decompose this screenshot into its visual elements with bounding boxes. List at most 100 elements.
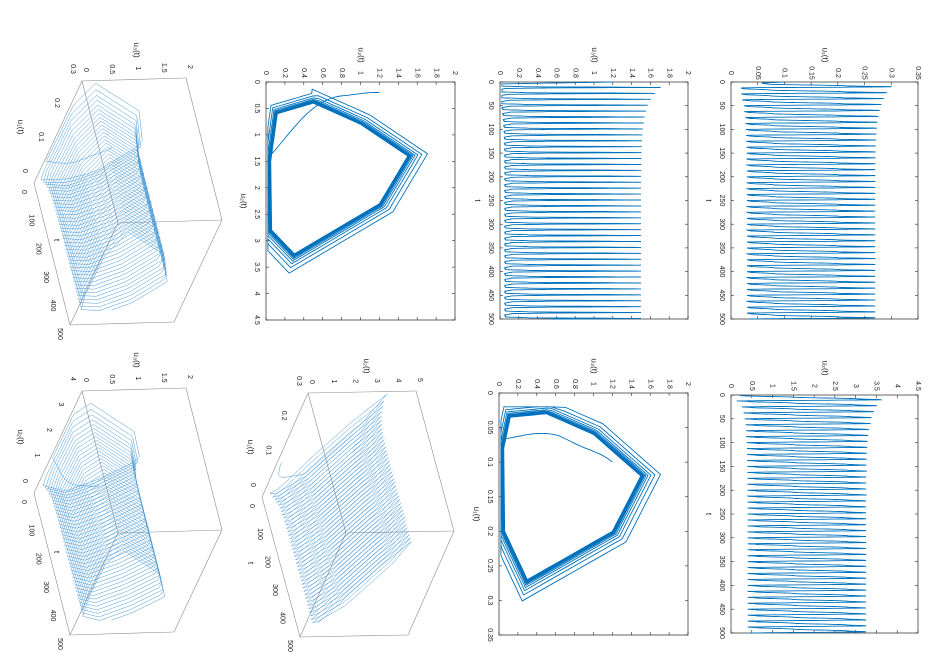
box-edge [69,631,175,636]
box-edge [307,392,347,534]
x-tick-label: 2.5 [253,209,260,219]
y-tick-label: 1.6 [646,379,653,389]
chart-u2_t: 0 0.5 1 1.5 2 2.5 3 3.5 4 4.5 0 50 100 150 200 250 300 35… [704,360,921,638]
x-tick-label: 3.5 [253,262,260,272]
y-tick-label: 1.4 [627,379,634,389]
y-tick-label: 0.25 [861,66,868,80]
x-tick-label: 500 [718,313,725,325]
chart-u1_u3_phase: 0 0.2 0.4 0.6 0.8 1 1.2 1.4 1.6 1.8 2 0 0.05 0.1 0.15 0… [472,358,691,642]
x-tick-label: 0.5 [253,104,260,114]
t-axis-label: t [246,562,255,565]
a-tick-label: 0.2 [53,98,60,108]
y-tick-label: 1.8 [665,68,672,78]
t-axis-label: t [52,551,61,554]
box-edge [261,496,301,638]
series-line-3d [269,393,412,624]
b-axis-label: u₂(t) [362,358,371,373]
x-tick-label: 250 [718,508,725,520]
x-tick-label: 2 [253,186,260,190]
y-tick-label: 0 [727,384,734,388]
y-tick-label: 2 [684,71,691,75]
b-tick-label: 1.5 [160,63,167,73]
chart-t_u1_u2_3d: 0 100 200 300 400 500 0 0.1 0.2 0.3 0 1 2 3 4 5 t u₁(t) u₂… [246,358,455,652]
t-tick-label: 100 [27,215,34,227]
y-tick-label: 0.4 [533,379,540,389]
t-tick-label: 400 [49,300,56,312]
x-tick-label: 300 [718,218,725,230]
t-tick-label: 0 [20,190,27,194]
x-tick-label: 400 [718,580,725,592]
x-tick-label: 0.3 [486,596,493,606]
y-tick-label: 1.8 [432,68,439,78]
x-tick-label: 300 [487,218,494,230]
chart-u3_t: 0 0.2 0.4 0.6 0.8 1 1.2 1.4 1.6 1.8 2 0 50 100 150 200 2… [473,47,691,325]
x-tick-label: 0 [487,80,494,84]
t-tick-label: 500 [56,638,63,650]
series-line [736,394,883,634]
chart-t_u1_u3_3d: 0 100 200 300 400 500 0 0.1 0.2 0.3 0 0.5 1 1.5 2 t u₁(t… [16,42,223,340]
b-tick-label: 5 [416,378,423,382]
b-tick-label: 1 [134,67,141,71]
x-tick-label: 0.2 [486,526,493,536]
box-edge [33,182,71,326]
x-tick-label: 0.05 [486,421,493,435]
y-tick-label: 1 [590,71,597,75]
x-tick-label: 450 [718,603,725,615]
y-axis-label: u₃(t) [590,47,599,63]
t-tick-label: 500 [286,640,293,652]
series-line [501,81,661,320]
a-axis-label: u₁(t) [16,120,25,135]
t-tick-label: 200 [35,243,42,255]
y-tick-label: 0.6 [552,379,559,389]
b-tick-label: 0 [308,380,315,384]
x-tick-label: 1.5 [253,156,260,166]
b-axis-label: u₃(t) [132,42,141,58]
chart-u2_u3_phase: 0 0.2 0.4 0.6 0.8 1 1.2 1.4 1.6 1.8 2 0 0.5 1 1.5 2 2.5 3… [239,47,458,325]
a-axis-label: u₁(t) [246,440,255,455]
t-tick-label: 500 [56,328,63,340]
y-tick-label: 1.4 [628,68,635,78]
y-tick-label: 2 [684,382,691,386]
box-edge [407,530,455,636]
x-axis-label: u₁(t) [472,507,481,522]
y-tick-label: 1 [769,384,776,388]
x-tick-label: 0 [253,80,260,84]
series-line [500,406,662,602]
t-axis-label: t [52,239,61,242]
x-tick-label: 200 [487,171,494,183]
y-tick-label: 0.8 [571,68,578,78]
y-tick-label: 1.4 [394,68,401,78]
y-axis-label: u₁(t) [820,48,829,63]
x-tick-label: 450 [718,289,725,301]
y-tick-label: 1.6 [647,68,654,78]
a-axis-label: u₂(t) [16,429,25,444]
y-tick-label: 1.2 [609,68,616,78]
x-tick-label: 400 [487,266,494,278]
b-tick-label: 2 [351,379,358,383]
a-tick-label: 3 [57,403,64,407]
y-tick-label: 0.35 [914,66,921,80]
y-tick-label: 0.3 [887,68,894,78]
x-tick-label: 350 [718,556,725,568]
b-tick-label: 1 [330,380,337,384]
a-tick-label: 0.3 [295,376,302,386]
x-tick-label: 50 [487,102,494,110]
x-tick-label: 3 [253,239,260,243]
x-tick-label: 150 [487,147,494,159]
a-tick-label: 0.1 [264,445,271,455]
a-tick-label: 0 [249,483,256,487]
a-tick-label: 0 [21,169,28,173]
b-tick-label: 3 [373,379,380,383]
box-edge [33,390,83,494]
y-axis-label: u₂(t) [820,360,829,375]
y-tick-label: 1.2 [609,379,616,389]
series-line-3d [42,403,165,621]
x-tick-label: 250 [718,195,725,207]
x-tick-label: 200 [718,484,725,496]
box-edge [307,390,417,394]
y-tick-label: 0 [727,71,734,75]
b-tick-label: 0.5 [108,374,115,384]
y-tick-label: 4 [893,384,900,388]
